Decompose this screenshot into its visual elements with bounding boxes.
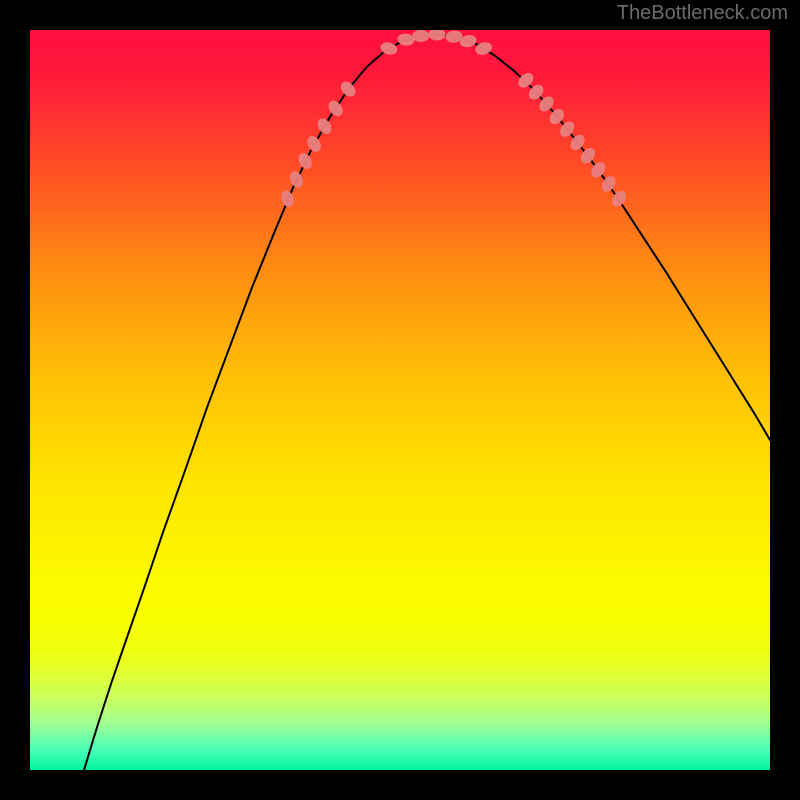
curve-marker — [305, 134, 324, 155]
watermark-text: TheBottleneck.com — [617, 2, 788, 25]
curve-marker — [326, 98, 346, 119]
curve-marker — [315, 116, 334, 137]
chart-frame: TheBottleneck.com — [0, 0, 800, 800]
curve-markers — [279, 30, 629, 209]
curve-marker — [296, 151, 314, 172]
curve-marker — [429, 30, 446, 40]
curve-marker — [474, 40, 494, 57]
plot-area — [30, 30, 770, 770]
curve-marker — [279, 189, 296, 209]
curve-marker — [412, 30, 429, 42]
curve-layer — [30, 30, 770, 770]
bottleneck-curve — [84, 34, 770, 770]
curve-marker — [287, 169, 305, 189]
curve-marker — [397, 33, 415, 47]
